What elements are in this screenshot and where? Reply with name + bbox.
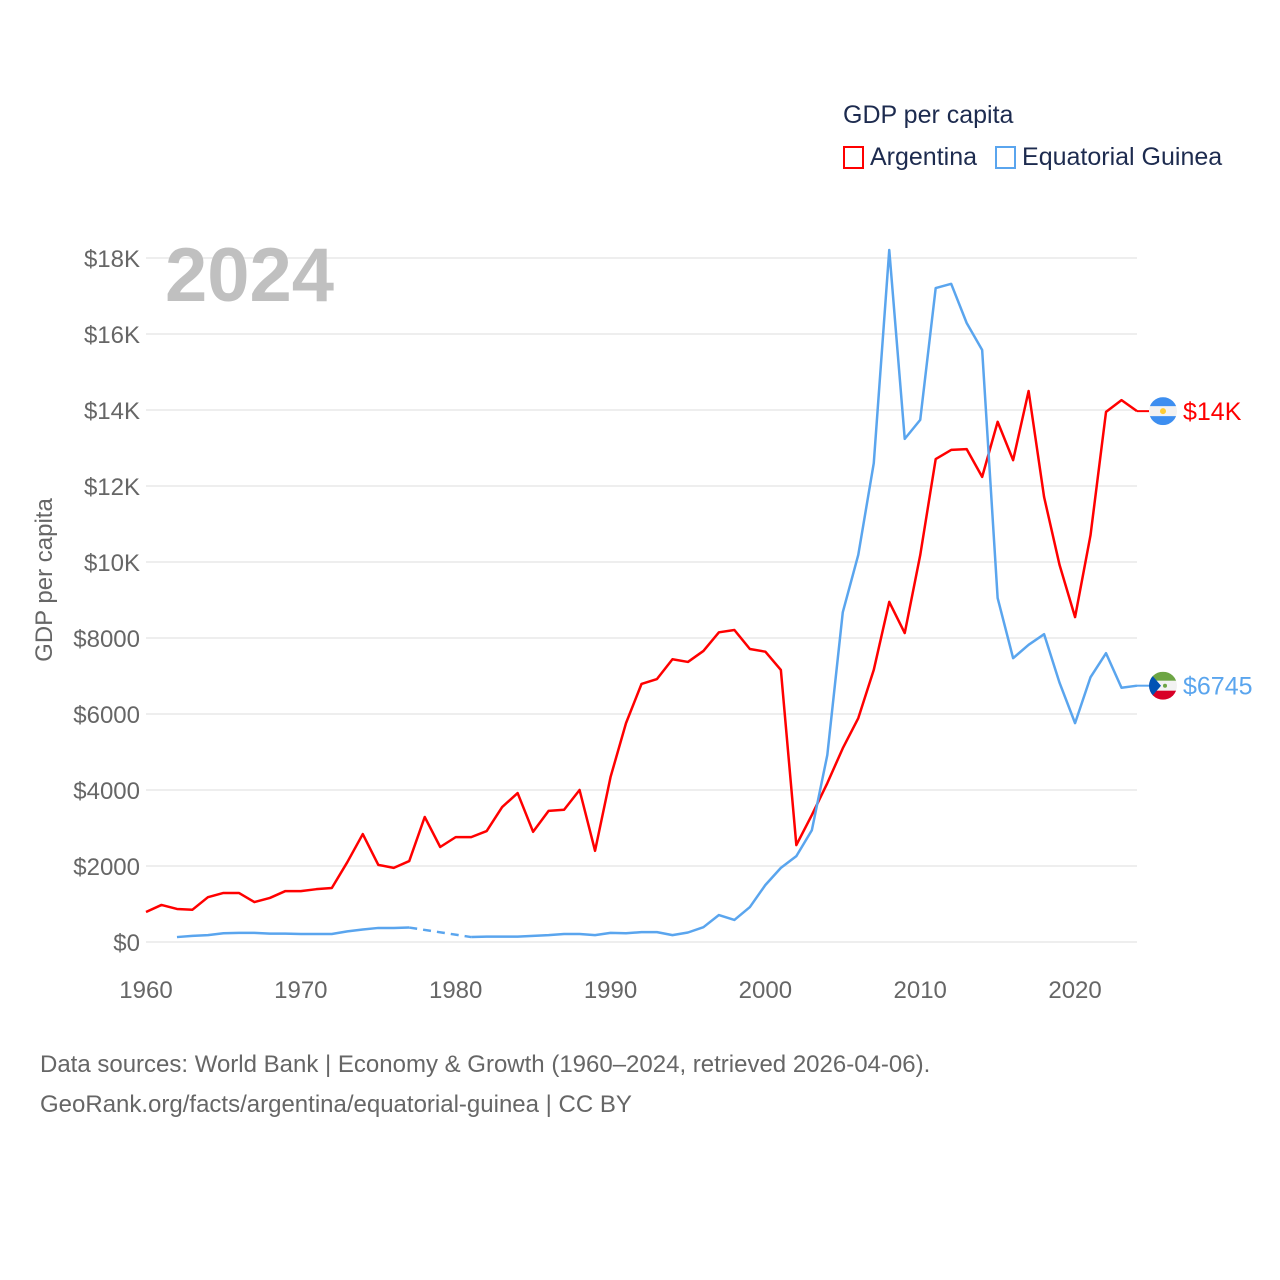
series-line-equatorial-guinea	[471, 248, 1138, 939]
x-tick-label: 1980	[429, 977, 482, 1004]
legend-swatch-argentina	[843, 146, 864, 169]
footer-sources: Data sources: World Bank | Economy & Gro…	[40, 1051, 931, 1078]
y-tick-label: $2000	[73, 854, 140, 881]
y-tick-label: $12K	[84, 474, 140, 501]
series-line-argentina	[145, 389, 1138, 914]
series-gap-dashed	[409, 926, 472, 939]
legend-item-argentina[interactable]: Argentina	[843, 143, 977, 172]
legend-title: GDP per capita	[843, 101, 1014, 129]
end-value-label: $14K	[1183, 398, 1242, 426]
end-value-label: $6745	[1183, 673, 1253, 701]
x-tick-label: 1970	[274, 977, 327, 1004]
x-tick-label: 1990	[584, 977, 637, 1004]
y-tick-label: $8000	[73, 626, 140, 653]
legend-label-argentina: Argentina	[870, 143, 978, 171]
y-axis-label: GDP per capita	[31, 498, 58, 662]
legend-item-equatorial-guinea[interactable]: Equatorial Guinea	[995, 143, 1222, 172]
legend-label-equatorial-guinea: Equatorial Guinea	[1022, 143, 1223, 171]
footer: Data sources: World Bank | Economy & Gro…	[40, 1045, 930, 1125]
legend: Argentina Equatorial Guinea	[843, 143, 1240, 172]
x-tick-label: 1960	[119, 977, 172, 1004]
year-watermark: 2024	[165, 233, 334, 318]
legend-swatch-equatorial-guinea	[995, 146, 1017, 169]
y-tick-label: $4000	[73, 778, 140, 805]
x-tick-label: 2010	[894, 977, 947, 1004]
y-tick-label: $18K	[84, 246, 140, 273]
footer-link[interactable]: GeoRank.org/facts/argentina/equatorial-g…	[40, 1091, 632, 1118]
equatorial-guinea-flag-icon	[1149, 671, 1177, 700]
y-tick-label: $6000	[73, 702, 140, 729]
y-tick-label: $14K	[84, 398, 140, 425]
x-tick-label: 2020	[1048, 977, 1101, 1004]
x-tick-label: 2000	[739, 977, 792, 1004]
y-tick-label: $0	[113, 930, 140, 957]
series-line-equatorial-guinea	[176, 926, 410, 939]
argentina-flag-icon	[1149, 397, 1177, 426]
y-tick-label: $10K	[84, 550, 140, 577]
y-tick-label: $16K	[84, 322, 140, 349]
